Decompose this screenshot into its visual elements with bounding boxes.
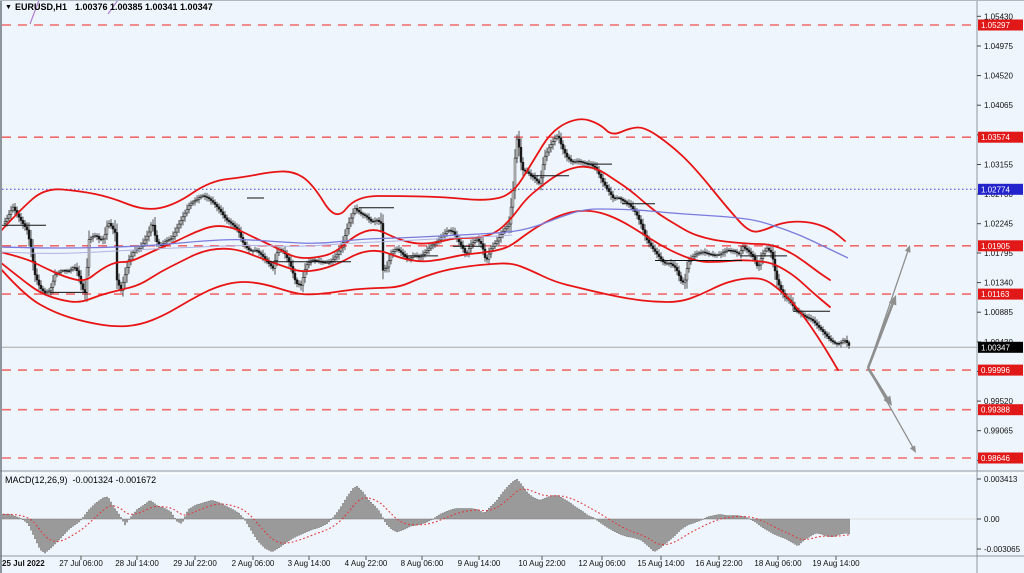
symbol-period-label: EURUSD,H1 [14, 2, 67, 12]
time-axis-label: 25 Jul 2022 [2, 559, 45, 568]
time-axis-label: 12 Aug 06:00 [578, 559, 626, 568]
price-level-label: 1.01163 [981, 290, 1010, 299]
price-tick-label: 1.03155 [984, 161, 1013, 170]
level-lines [2, 24, 977, 459]
time-axis-label: 15 Aug 14:00 [637, 559, 685, 568]
time-axis-label: 28 Jul 14:00 [115, 559, 159, 568]
time-axis: 25 Jul 2022 27 Jul 06:00 28 Jul 14:00 29 Ju… [2, 556, 860, 568]
time-axis-label: 3 Aug 14:00 [288, 559, 331, 568]
price-level-label: 0.99388 [981, 406, 1010, 415]
macd-indicator-label: MACD(12,26,9) -0.001324 -0.001672 [5, 475, 156, 485]
swing-level-segments [2, 163, 830, 312]
macd-scale-label: -0.003065 [984, 545, 1021, 554]
price-tick-label: 0.99520 [984, 397, 1013, 406]
forecast-arrows [866, 245, 916, 453]
macd-histogram [2, 479, 977, 554]
time-axis-label: 9 Aug 14:00 [458, 559, 501, 568]
time-axis-label: 27 Jul 06:00 [59, 559, 103, 568]
time-axis-label: 18 Aug 06:00 [754, 559, 802, 568]
price-tick-label: 1.00885 [984, 308, 1013, 317]
time-axis-label: 19 Aug 14:00 [812, 559, 860, 568]
time-axis-label: 2 Aug 06:00 [232, 559, 275, 568]
price-level-label: 0.99996 [981, 366, 1010, 375]
price-level-label: 1.05297 [981, 21, 1010, 30]
violet-trendline [29, 0, 119, 25]
price-level-label: 1.02774 [981, 185, 1010, 194]
price-tick-label: 1.04975 [984, 42, 1013, 51]
price-tick-label: 1.01795 [984, 249, 1013, 258]
price-tick-label: 1.04065 [984, 101, 1013, 110]
chart-title: ▼ EURUSD,H1 1.00376 1.00385 1.00341 1.0034… [5, 2, 213, 12]
price-level-label: 1.03574 [981, 133, 1010, 142]
price-tick-label: 1.01340 [984, 279, 1013, 288]
price-level-label: 1.01905 [981, 242, 1010, 251]
time-axis-label: 10 Aug 22:00 [518, 559, 566, 568]
price-tick-label: 0.99065 [984, 427, 1013, 436]
price-scale: 1.054301.049751.045201.040651.036101.031… [977, 12, 1023, 554]
chart-symbol-marker-icon: ▼ [5, 4, 12, 11]
price-tick-label: 1.04520 [984, 72, 1013, 81]
time-axis-label: 8 Aug 06:00 [401, 559, 444, 568]
time-axis-label: 4 Aug 22:00 [345, 559, 388, 568]
macd-scale-label: 0.003413 [984, 475, 1018, 484]
time-axis-label: 29 Jul 22:00 [173, 559, 217, 568]
price-level-label: 0.98646 [981, 454, 1010, 463]
macd-values-label: -0.001324 -0.001672 [72, 475, 157, 485]
bollinger-bands [2, 118, 849, 371]
macd-name-label: MACD(12,26,9) [5, 475, 68, 485]
price-tick-label: 1.02245 [984, 220, 1013, 229]
price-level-label: 1.00347 [981, 343, 1010, 352]
ohlc-quote-label: 1.00376 1.00385 1.00341 1.00347 [74, 2, 213, 12]
time-axis-label: 16 Aug 22:00 [695, 559, 743, 568]
price-tick-label: 1.05430 [984, 12, 1013, 21]
macd-scale-label: 0.00 [984, 515, 1000, 524]
